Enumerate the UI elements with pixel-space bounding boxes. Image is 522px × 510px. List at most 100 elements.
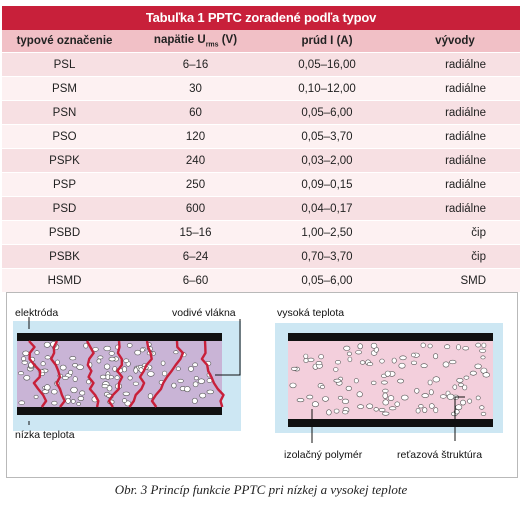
polymer-particle (387, 395, 395, 401)
polymer-particle (335, 359, 341, 365)
polymer-particle (462, 384, 468, 391)
table-row: PSP 250 0,09–0,15 radiálne (2, 172, 520, 197)
polymer-particle (307, 357, 315, 362)
header-voltage: napätie Urms (V) (127, 30, 264, 53)
polymer-particle (108, 356, 116, 362)
polymer-particle (192, 362, 198, 367)
polymer-particle (382, 411, 390, 416)
polymer-particle (415, 407, 421, 414)
cell-type: PSP (2, 172, 127, 197)
right-particles (289, 342, 490, 417)
polymer-particle (456, 378, 464, 383)
polymer-particle (51, 400, 58, 406)
figure-caption: Obr. 3 Princíp funkcie PPTC pri nízkej a… (114, 482, 408, 497)
polymer-particle (162, 370, 168, 377)
polymer-particle (366, 403, 374, 409)
polymer-particle (333, 408, 340, 414)
polymer-particle (123, 358, 129, 363)
polymer-particle (481, 342, 487, 349)
polymer-particle (22, 350, 30, 356)
polymer-particle (303, 353, 309, 359)
cell-type: PSD (2, 196, 127, 221)
polymer-particle (420, 342, 426, 348)
conductive-fiber (107, 340, 124, 408)
polymer-particle (289, 382, 297, 389)
polymer-particle (433, 407, 439, 414)
polymer-particle (399, 355, 407, 361)
polymer-particle (191, 397, 198, 404)
table-row: PSM 30 0,10–12,00 radiálne (2, 76, 520, 101)
polymer-particle (55, 359, 60, 365)
polymer-particle (72, 376, 78, 382)
polymer-particle (175, 366, 181, 371)
cell-leads: SMD (390, 268, 520, 292)
cell-voltage: 60 (127, 100, 264, 125)
cell-type: PSL (2, 52, 127, 77)
cell-current: 0,05–3,70 (264, 124, 390, 149)
polymer-particle (192, 381, 199, 388)
table-row: PSD 600 0,04–0,17 radiálne (2, 196, 520, 221)
polymer-particle (433, 353, 439, 360)
polymer-particle (171, 382, 177, 389)
polymer-particle (77, 396, 85, 401)
polymer-particle (173, 350, 179, 355)
right-electrode-bottom (288, 419, 493, 427)
polymer-particle (391, 357, 397, 364)
polymer-particle (206, 389, 215, 395)
cell-current: 0,09–0,15 (264, 172, 390, 197)
polymer-particle (147, 393, 153, 400)
polymer-particle (133, 367, 139, 374)
polymer-particle (315, 361, 323, 366)
label-electrode: elektróda (15, 307, 59, 319)
polymer-particle (188, 366, 194, 372)
cell-leads: radiálne (390, 124, 520, 149)
polymer-particle (420, 363, 428, 368)
cell-voltage: 6–16 (127, 52, 264, 77)
conductive-fibers (28, 340, 225, 408)
conductive-fiber (50, 340, 66, 408)
polymer-particle (290, 366, 298, 371)
polymer-particle (23, 375, 31, 381)
polymer-particle (356, 391, 363, 398)
polymer-particle (303, 358, 309, 364)
polymer-particle (18, 400, 25, 405)
polymer-particle (126, 343, 133, 348)
polymer-particle (193, 375, 199, 381)
polymer-particle (345, 385, 352, 391)
cell-voltage: 250 (127, 172, 264, 197)
label-low-temp: nízka teplota (15, 429, 75, 441)
polymer-particle (70, 386, 78, 394)
polymer-particle (432, 376, 440, 383)
polymer-particle (122, 366, 128, 373)
polymer-particle (456, 344, 461, 351)
cell-voltage: 240 (127, 148, 264, 173)
conductive-fiber (200, 340, 225, 408)
cell-current: 0,70–3,70 (264, 244, 390, 269)
polymer-particle (482, 372, 490, 378)
polymer-particle (319, 384, 325, 389)
polymer-particle (96, 358, 102, 364)
polymer-particle (378, 408, 386, 413)
polymer-particle (127, 375, 133, 381)
polymer-particle (99, 374, 107, 380)
cell-type: PSO (2, 124, 127, 149)
cell-current: 1,00–2,50 (264, 220, 390, 245)
polymer-particle (139, 347, 145, 353)
polymer-particle (122, 391, 130, 396)
polymer-particle (469, 370, 477, 376)
conductive-fiber (150, 340, 185, 408)
polymer-particle (59, 364, 67, 371)
cell-leads: čip (390, 244, 520, 269)
cell-voltage: 15–16 (127, 220, 264, 245)
table-row: PSBD 15–16 1,00–2,50 čip (2, 220, 520, 245)
polymer-particle (357, 404, 364, 409)
left-electrode-bottom (17, 407, 222, 415)
polymer-particle (21, 360, 28, 365)
polymer-particle (44, 355, 51, 360)
cell-type: PSM (2, 76, 127, 101)
polymer-particle (177, 378, 184, 383)
polymer-particle (197, 378, 205, 384)
polymer-particle (318, 354, 324, 360)
table-row: PSBK 6–24 0,70–3,70 čip (2, 244, 520, 269)
polymer-particle (474, 363, 482, 370)
